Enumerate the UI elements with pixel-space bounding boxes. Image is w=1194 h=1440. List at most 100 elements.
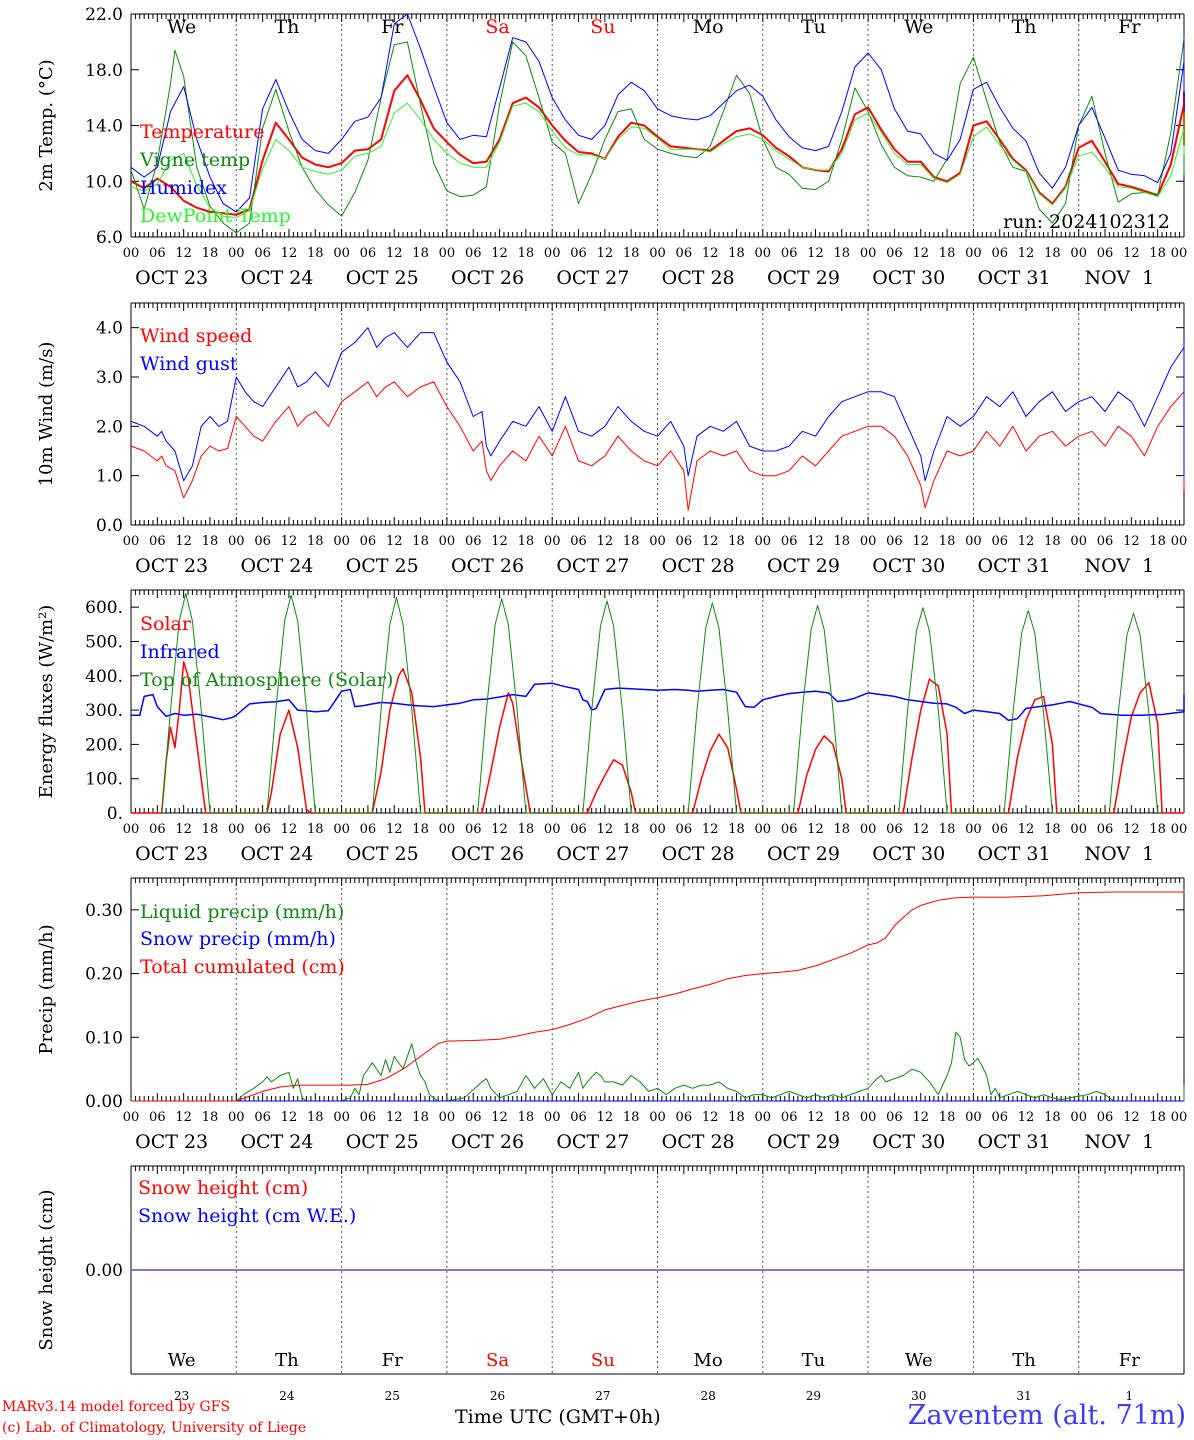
y-tick-label: 0.30: [85, 901, 123, 921]
hour-tick-label: 00: [123, 822, 140, 837]
legend-entry: Snow height (cm W.E.): [138, 1205, 356, 1227]
hour-tick-label: 18: [202, 822, 219, 837]
hour-tick-label: 12: [1018, 534, 1035, 549]
day-label: NOV 1: [1084, 1131, 1154, 1153]
hour-tick-label: 00: [439, 246, 456, 261]
hour-tick-label: 18: [939, 534, 956, 549]
hour-tick-label: 18: [1149, 822, 1166, 837]
weekday-label-top: Tu: [801, 16, 826, 38]
day-number-label: 30: [911, 1389, 926, 1403]
day-label: OCT 28: [662, 555, 735, 577]
day-label: OCT 27: [556, 555, 629, 577]
hour-tick-label: 00: [649, 822, 666, 837]
y-tick-label: 0.: [107, 804, 123, 824]
day-label: OCT 23: [135, 843, 208, 865]
hour-tick-label: 06: [781, 822, 798, 837]
hour-tick-label: 12: [912, 1110, 929, 1125]
hour-tick-label: 00: [544, 822, 561, 837]
weekday-label-bottom: Fr: [1119, 1350, 1140, 1371]
hour-tick-label: 12: [597, 534, 614, 549]
hour-tick-label: 00: [333, 822, 350, 837]
hour-tick-label: 06: [676, 822, 693, 837]
hour-tick-label: 06: [254, 1110, 271, 1125]
series-temperature: [130, 74, 1185, 216]
hour-tick-label: 06: [465, 246, 482, 261]
day-label: OCT 26: [451, 843, 524, 865]
day-label: OCT 29: [767, 555, 840, 577]
hour-tick-label: 06: [149, 534, 166, 549]
hour-tick-label: 06: [149, 822, 166, 837]
legend-entry: Humidex: [140, 177, 227, 199]
hour-tick-label: 18: [623, 246, 640, 261]
hour-tick-label: 12: [597, 1110, 614, 1125]
day-label: OCT 26: [451, 1131, 524, 1153]
hour-tick-label: 18: [834, 1110, 851, 1125]
legend-entry: Solar: [140, 613, 192, 635]
hour-tick-label: 06: [886, 534, 903, 549]
hour-tick-label: 12: [702, 246, 719, 261]
y-tick-label: 200.: [85, 735, 123, 755]
hour-tick-label: 12: [386, 534, 403, 549]
hour-tick-label: 00: [755, 822, 772, 837]
day-label: OCT 23: [135, 1131, 208, 1153]
hour-tick-label: 12: [912, 534, 929, 549]
hour-tick-label: 00: [1070, 246, 1087, 261]
hour-tick-label: 00: [228, 534, 245, 549]
weekday-label-top: Fr: [381, 16, 404, 38]
hour-tick-label: 12: [281, 246, 298, 261]
hour-tick-label: 18: [1044, 534, 1061, 549]
hour-tick-label: 00: [965, 534, 982, 549]
hour-tick-label: 00: [1070, 534, 1087, 549]
series-vigne-temp: [130, 35, 1185, 234]
day-label: OCT 31: [978, 843, 1051, 865]
hour-tick-label: 12: [1018, 1110, 1035, 1125]
hour-tick-label: 00: [1070, 1110, 1087, 1125]
hour-tick-label: 18: [939, 1110, 956, 1125]
y-tick-label: 22.0: [85, 5, 123, 25]
weekday-label-top: Th: [274, 16, 299, 38]
hour-tick-label: 06: [360, 246, 377, 261]
series-liquid-precip-mm-h: [131, 1031, 1185, 1102]
hour-tick-label: 00: [123, 1110, 140, 1125]
hour-tick-label: 12: [1123, 1110, 1140, 1125]
y-tick-label: 2.0: [96, 417, 123, 437]
hour-tick-label: 12: [807, 534, 824, 549]
hour-tick-label: 12: [807, 246, 824, 261]
y-tick-label: 4.0: [96, 319, 123, 339]
y-tick-label: 18.0: [85, 61, 123, 81]
hour-tick-label: 18: [412, 1110, 429, 1125]
hour-tick-label: 06: [991, 822, 1008, 837]
day-label: OCT 31: [978, 267, 1051, 289]
hour-tick-label: 06: [570, 822, 587, 837]
y-tick-label: 0.20: [85, 965, 123, 985]
lab-credit: (c) Lab. of Climatology, University of L…: [2, 1420, 307, 1436]
hour-tick-label: 06: [360, 1110, 377, 1125]
hour-tick-label: 00: [439, 822, 456, 837]
day-number-label: 26: [490, 1389, 505, 1403]
series-wind-speed: [130, 381, 1185, 511]
day-label: OCT 25: [346, 1131, 419, 1153]
hour-tick-label: 12: [912, 246, 929, 261]
hour-tick-label: 18: [939, 246, 956, 261]
hour-tick-label: 18: [623, 534, 640, 549]
hour-tick-label: 12: [386, 822, 403, 837]
hour-tick-label: 06: [149, 246, 166, 261]
hour-tick-label: 06: [465, 1110, 482, 1125]
day-number-label: 1: [1126, 1389, 1134, 1403]
station-name: Zaventem (alt. 71m): [907, 1400, 1186, 1431]
hour-tick-label: 18: [518, 534, 535, 549]
hour-tick-label: 00: [333, 1110, 350, 1125]
day-label: OCT 26: [451, 555, 524, 577]
weekday-label-top: We: [904, 16, 933, 38]
hour-tick-label: 18: [202, 1110, 219, 1125]
hour-tick-label: 18: [834, 822, 851, 837]
hour-tick-label: 12: [175, 534, 192, 549]
hour-tick-label: 06: [886, 1110, 903, 1125]
hour-tick-label: 00: [755, 246, 772, 261]
hour-tick-label: 18: [412, 246, 429, 261]
day-label: OCT 30: [872, 843, 945, 865]
y-tick-label: 1.0: [96, 467, 123, 487]
hour-tick-label: 00: [123, 534, 140, 549]
day-label: OCT 30: [872, 1131, 945, 1153]
hour-tick-label: 00: [965, 822, 982, 837]
